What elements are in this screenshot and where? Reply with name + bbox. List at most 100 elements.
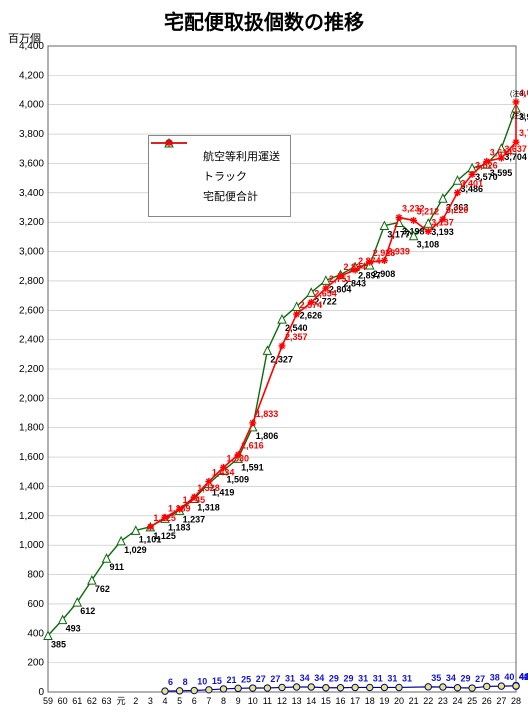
svg-text:17: 17 — [350, 696, 360, 706]
svg-text:61: 61 — [72, 696, 82, 706]
svg-text:27: 27 — [256, 674, 266, 684]
svg-text:3,200: 3,200 — [19, 217, 44, 228]
svg-text:16: 16 — [335, 696, 345, 706]
svg-text:3,212: 3,212 — [417, 206, 440, 216]
svg-text:38: 38 — [490, 672, 500, 682]
svg-text:35: 35 — [431, 673, 441, 683]
svg-text:3,000: 3,000 — [19, 247, 44, 258]
svg-text:14: 14 — [306, 696, 316, 706]
svg-text:1,800: 1,800 — [19, 423, 44, 434]
svg-text:27: 27 — [496, 696, 506, 706]
svg-text:20: 20 — [394, 696, 404, 706]
svg-text:1,029: 1,029 — [124, 545, 147, 555]
svg-text:2,626: 2,626 — [300, 310, 323, 320]
svg-text:1,806: 1,806 — [256, 431, 279, 441]
svg-text:2,939: 2,939 — [387, 247, 410, 257]
svg-text:23: 23 — [438, 696, 448, 706]
svg-text:200: 200 — [27, 658, 44, 669]
svg-text:1,000: 1,000 — [19, 540, 44, 551]
svg-text:40: 40 — [504, 672, 514, 682]
svg-text:22: 22 — [423, 696, 433, 706]
svg-text:2,000: 2,000 — [19, 393, 44, 404]
svg-text:1,237: 1,237 — [183, 514, 206, 524]
chart-svg: 02004006008001,0001,2001,4001,6001,8002,… — [0, 0, 528, 728]
svg-text:2,357: 2,357 — [285, 332, 308, 342]
svg-text:31: 31 — [358, 673, 368, 683]
svg-text:6: 6 — [192, 696, 197, 706]
svg-text:3,220: 3,220 — [446, 205, 469, 215]
svg-text:(注3): (注3) — [510, 89, 526, 98]
svg-text:400: 400 — [27, 628, 44, 639]
svg-text:13: 13 — [292, 696, 302, 706]
svg-text:7: 7 — [206, 696, 211, 706]
svg-text:59: 59 — [43, 696, 53, 706]
svg-text:493: 493 — [66, 624, 81, 634]
svg-text:34: 34 — [300, 673, 310, 683]
svg-text:2,800: 2,800 — [19, 276, 44, 287]
legend-item-truck: トラック — [159, 168, 280, 184]
svg-text:3,745: 3,745 — [519, 128, 528, 138]
svg-text:3,108: 3,108 — [417, 240, 440, 250]
legend-item-total: 宅配便合計 — [159, 188, 280, 204]
svg-text:11: 11 — [263, 696, 272, 706]
svg-text:1,125: 1,125 — [153, 531, 176, 541]
svg-text:8: 8 — [183, 677, 188, 687]
svg-text:31: 31 — [402, 673, 412, 683]
svg-text:27: 27 — [270, 674, 280, 684]
svg-text:25: 25 — [241, 674, 251, 684]
svg-text:600: 600 — [27, 599, 44, 610]
svg-text:21: 21 — [409, 696, 419, 706]
svg-text:1,833: 1,833 — [256, 409, 279, 419]
svg-text:612: 612 — [80, 606, 95, 616]
chart-container: 宅配便取扱個数の推移 百万個 02004006008001,0001,2001,… — [0, 0, 528, 728]
svg-text:(注3): (注3) — [510, 111, 526, 120]
svg-text:63: 63 — [101, 696, 111, 706]
svg-text:9: 9 — [236, 696, 241, 706]
svg-text:2,600: 2,600 — [19, 305, 44, 316]
svg-text:31: 31 — [387, 673, 397, 683]
svg-text:34: 34 — [446, 673, 456, 683]
svg-text:29: 29 — [461, 674, 471, 684]
svg-text:27: 27 — [475, 674, 485, 684]
svg-text:28: 28 — [511, 696, 521, 706]
svg-text:12: 12 — [277, 696, 287, 706]
svg-text:34: 34 — [314, 673, 324, 683]
svg-text:4: 4 — [162, 696, 167, 706]
svg-text:31: 31 — [285, 673, 295, 683]
svg-text:1,600: 1,600 — [19, 452, 44, 463]
legend-label: トラック — [203, 168, 247, 184]
svg-text:4,200: 4,200 — [19, 70, 44, 81]
svg-text:60: 60 — [58, 696, 68, 706]
svg-text:10: 10 — [248, 696, 258, 706]
svg-text:6: 6 — [168, 677, 173, 687]
svg-text:24: 24 — [452, 696, 462, 706]
svg-text:4,400: 4,400 — [19, 41, 44, 52]
svg-text:2,400: 2,400 — [19, 335, 44, 346]
svg-text:26: 26 — [482, 696, 492, 706]
svg-text:1,591: 1,591 — [241, 462, 264, 472]
svg-text:25: 25 — [467, 696, 477, 706]
svg-text:3,600: 3,600 — [19, 158, 44, 169]
svg-text:3: 3 — [148, 696, 153, 706]
svg-text:1,616: 1,616 — [241, 441, 264, 451]
svg-text:8: 8 — [221, 696, 226, 706]
legend-label: 航空等利用運送 — [203, 148, 280, 164]
svg-text:1,200: 1,200 — [19, 511, 44, 522]
svg-text:29: 29 — [329, 674, 339, 684]
svg-text:2: 2 — [133, 696, 138, 706]
svg-text:10: 10 — [197, 677, 207, 687]
legend-item-air: 航空等利用運送 — [159, 148, 280, 164]
svg-text:762: 762 — [95, 584, 110, 594]
legend: 航空等利用運送トラック宅配便合計 — [148, 135, 291, 217]
svg-text:19: 19 — [379, 696, 389, 706]
svg-text:800: 800 — [27, 570, 44, 581]
svg-text:31: 31 — [373, 673, 383, 683]
legend-label: 宅配便合計 — [203, 188, 258, 204]
svg-text:21: 21 — [227, 675, 237, 685]
svg-text:15: 15 — [212, 676, 222, 686]
svg-text:3,800: 3,800 — [19, 129, 44, 140]
svg-text:2,908: 2,908 — [373, 269, 396, 279]
svg-text:5: 5 — [177, 696, 182, 706]
svg-text:2,200: 2,200 — [19, 364, 44, 375]
svg-text:385: 385 — [51, 639, 66, 649]
